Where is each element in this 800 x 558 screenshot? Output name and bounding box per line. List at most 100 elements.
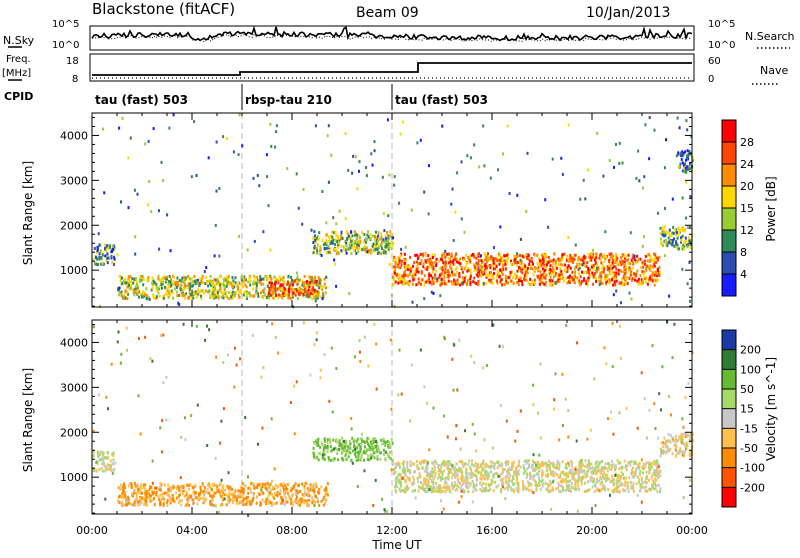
radar-echo-cell <box>673 238 675 241</box>
radar-echo-cell <box>268 502 270 505</box>
radar-echo-cell <box>640 266 642 269</box>
radar-echo-cell <box>616 489 618 492</box>
radar-echo-cell <box>552 489 554 492</box>
radar-echo-cell <box>497 466 499 469</box>
radar-echo-cell <box>625 481 627 484</box>
radar-echo-cell <box>527 271 529 274</box>
radar-echo-cell <box>649 488 651 491</box>
radar-echo-cell <box>676 154 678 157</box>
radar-echo-cell <box>336 452 338 455</box>
radar-echo-cell <box>317 244 319 247</box>
radar-echo-cell <box>474 265 476 268</box>
radar-echo-cell <box>558 468 560 471</box>
radar-echo-cell <box>501 479 503 482</box>
radar-echo-cell <box>317 438 319 441</box>
radar-echo-cell <box>582 263 584 266</box>
radar-echo-cell <box>559 267 561 270</box>
radar-echo-cell <box>180 489 182 492</box>
radar-echo-cell <box>299 504 301 507</box>
radar-echo-cell <box>147 203 149 206</box>
radar-echo-cell <box>345 242 347 245</box>
radar-echo-cell <box>485 483 487 486</box>
radar-echo-cell <box>383 449 385 452</box>
radar-echo-cell <box>342 458 344 461</box>
radar-echo-cell <box>668 231 670 234</box>
radar-echo-cell <box>689 195 691 198</box>
radar-echo-cell <box>581 271 583 274</box>
radar-echo-cell <box>453 468 455 471</box>
radar-echo-cell <box>658 274 660 277</box>
nsky-label: N.Sky <box>3 34 35 47</box>
radar-echo-cell <box>506 486 508 489</box>
radar-echo-cell <box>439 294 441 297</box>
radar-echo-cell <box>629 461 631 464</box>
radar-echo-cell <box>410 463 412 466</box>
radar-echo-cell <box>419 461 421 464</box>
radar-echo-cell <box>327 446 329 449</box>
radar-echo-cell <box>656 256 658 259</box>
radar-echo-cell <box>584 490 586 493</box>
radar-echo-cell <box>166 276 168 279</box>
radar-echo-cell <box>345 440 347 443</box>
radar-echo-cell <box>625 477 627 480</box>
radar-echo-cell <box>570 490 572 493</box>
radar-echo-cell <box>545 281 547 284</box>
radar-echo-cell <box>404 279 406 282</box>
radar-echo-cell <box>572 474 574 477</box>
radar-echo-cell <box>577 471 579 474</box>
radar-echo-cell <box>533 273 535 276</box>
radar-echo-cell <box>457 474 459 477</box>
radar-echo-cell <box>523 277 525 280</box>
radar-echo-cell <box>189 282 191 285</box>
radar-echo-cell <box>136 494 138 497</box>
radar-echo-cell <box>419 472 421 475</box>
radar-echo-cell <box>526 476 528 479</box>
radar-echo-cell <box>205 266 207 269</box>
radar-echo-cell <box>389 444 391 447</box>
radar-echo-cell <box>461 473 463 476</box>
radar-echo-cell <box>498 263 500 266</box>
radar-echo-cell <box>653 460 655 463</box>
radar-echo-cell <box>274 492 276 495</box>
radar-echo-cell <box>134 235 136 238</box>
radar-echo-cell <box>104 244 106 247</box>
radar-echo-cell <box>364 248 366 251</box>
radar-echo-cell <box>534 479 536 482</box>
radar-echo-cell <box>366 174 368 177</box>
radar-echo-cell <box>511 280 513 283</box>
radar-echo-cell <box>568 465 570 468</box>
radar-echo-cell <box>222 135 224 138</box>
radar-echo-cell <box>158 248 160 251</box>
radar-echo-cell <box>213 295 215 298</box>
radar-echo-cell <box>454 273 456 276</box>
radar-echo-cell <box>466 154 468 157</box>
radar-echo-cell <box>636 482 638 485</box>
radar-echo-cell <box>332 216 334 219</box>
radar-echo-cell <box>412 265 414 268</box>
radar-echo-cell <box>444 250 446 253</box>
radar-echo-cell <box>655 487 657 490</box>
radar-echo-cell <box>654 478 656 481</box>
radar-echo-cell <box>505 479 507 482</box>
radar-echo-cell <box>213 504 215 507</box>
radar-echo-cell <box>459 482 461 485</box>
radar-echo-cell <box>635 177 637 180</box>
radar-echo-cell <box>530 264 532 267</box>
radar-echo-cell <box>128 502 130 505</box>
radar-echo-cell <box>332 242 334 245</box>
radar-echo-cell <box>157 277 159 280</box>
radar-echo-cell <box>627 482 629 485</box>
radar-echo-cell <box>416 141 418 144</box>
radar-echo-cell <box>347 169 349 172</box>
radar-echo-cell <box>387 214 389 217</box>
radar-echo-cell <box>472 480 474 483</box>
radar-echo-cell <box>280 287 282 290</box>
radar-echo-cell <box>344 449 346 452</box>
radar-echo-cell <box>361 248 363 251</box>
radar-echo-cell <box>404 470 406 473</box>
radar-echo-cell <box>453 282 455 285</box>
radar-echo-cell <box>403 282 405 285</box>
radar-echo-cell <box>377 235 379 238</box>
radar-echo-cell <box>435 472 437 475</box>
radar-echo-cell <box>615 268 617 271</box>
